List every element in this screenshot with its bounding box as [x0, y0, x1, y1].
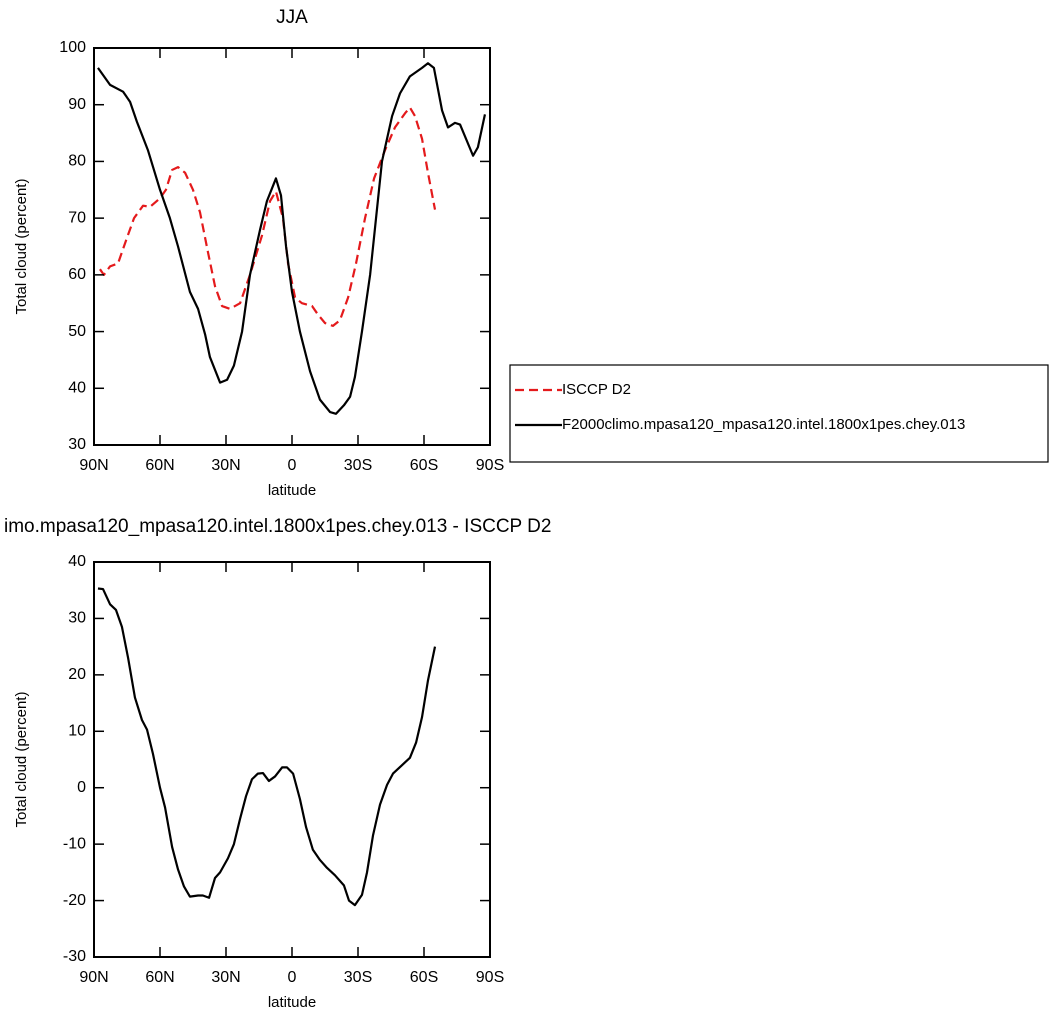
y-tick-label: 40: [68, 380, 86, 397]
chart-title: JJA: [276, 7, 308, 28]
y-tick-label: 50: [68, 323, 86, 340]
x-tick-label: 90N: [79, 969, 108, 986]
x-tick-label: 60S: [410, 457, 438, 474]
y-tick-label: 100: [59, 39, 86, 56]
x-tick-label: 60N: [145, 457, 174, 474]
y-tick-label: 60: [68, 266, 86, 283]
y-tick-label: 90: [68, 96, 86, 113]
data-line: [97, 587, 437, 907]
x-tick-label: 90S: [476, 457, 504, 474]
y-tick-label: 70: [68, 209, 86, 226]
legend-label: ISCCP D2: [562, 381, 631, 398]
x-axis-label: latitude: [268, 994, 316, 1011]
x-tick-label: 30S: [344, 969, 372, 986]
legend-label: F2000climo.mpasa120_mpasa120.intel.1800x…: [562, 416, 965, 433]
x-tick-label: 60S: [410, 969, 438, 986]
y-tick-label: -20: [63, 892, 86, 909]
x-tick-label: 60N: [145, 969, 174, 986]
x-tick-label: 30S: [344, 457, 372, 474]
x-tick-label: 30N: [211, 457, 240, 474]
y-tick-label: -30: [63, 948, 86, 965]
chart-title: imo.mpasa120_mpasa120.intel.1800x1pes.ch…: [4, 516, 551, 537]
x-axis-label: latitude: [268, 482, 316, 499]
data-line: [97, 62, 487, 415]
y-tick-label: 10: [68, 723, 86, 740]
x-tick-label: 90N: [79, 457, 108, 474]
x-tick-label: 0: [288, 457, 297, 474]
legend-box: [509, 364, 1049, 463]
x-tick-label: 0: [288, 969, 297, 986]
y-tick-label: 40: [68, 553, 86, 570]
y-axis-label: Total cloud (percent): [13, 179, 30, 315]
plot-frame: [93, 47, 491, 446]
y-tick-label: 0: [77, 779, 86, 796]
x-tick-label: 90S: [476, 969, 504, 986]
x-tick-label: 30N: [211, 969, 240, 986]
y-tick-label: 80: [68, 153, 86, 170]
y-tick-label: 20: [68, 666, 86, 683]
y-axis-label: Total cloud (percent): [13, 692, 30, 828]
y-tick-label: 30: [68, 610, 86, 627]
y-tick-label: 30: [68, 436, 86, 453]
data-line: [99, 106, 437, 327]
y-tick-label: -10: [63, 835, 86, 852]
